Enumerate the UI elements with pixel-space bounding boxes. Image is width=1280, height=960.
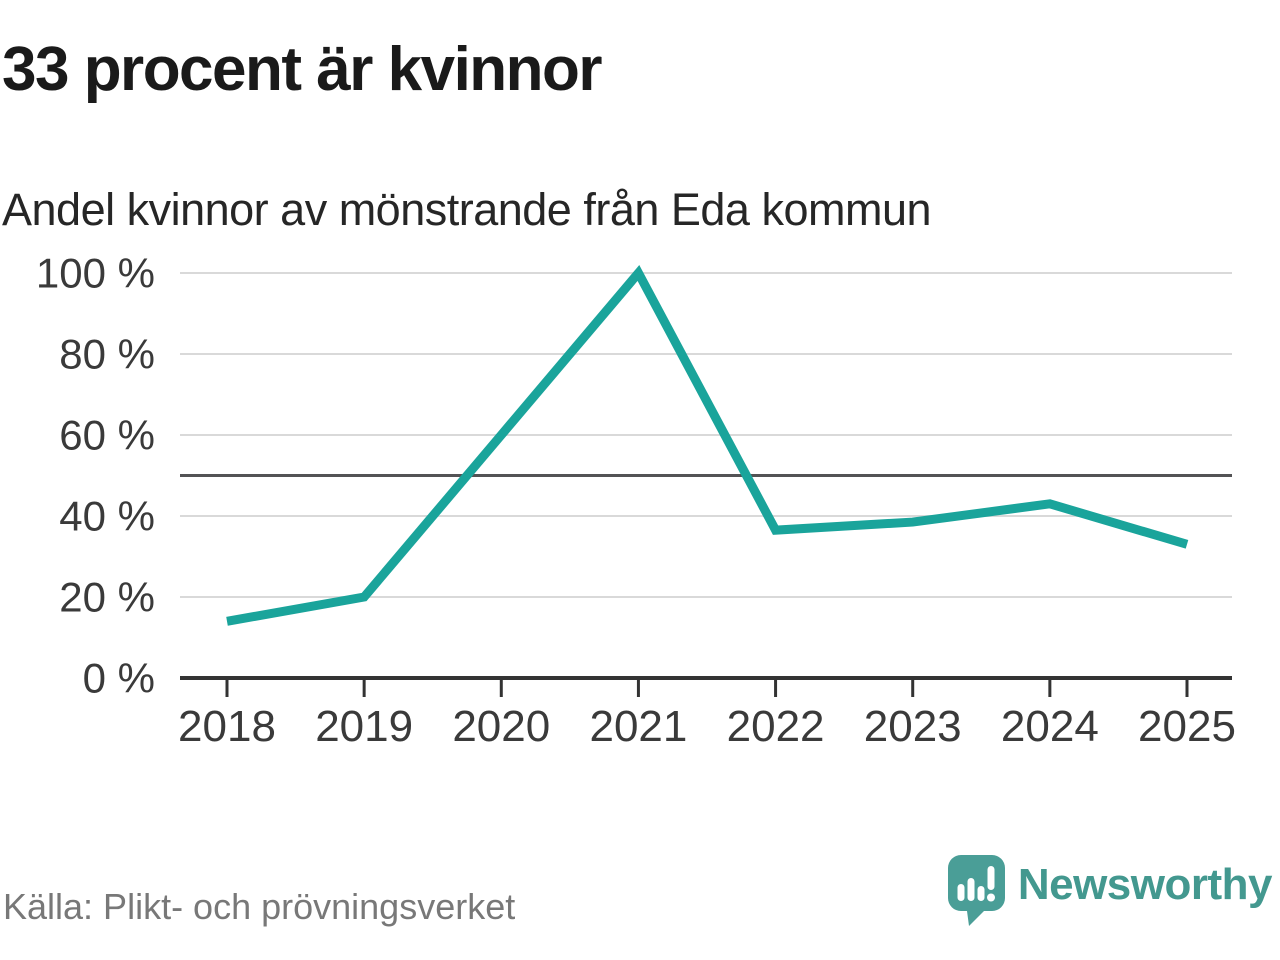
chart-subtitle: Andel kvinnor av mönstrande från Eda kom… [2,184,932,235]
data-line [226,265,1189,626]
x-tick-label: 2020 [452,702,550,751]
logo-bar-icon [977,886,985,901]
y-tick-label: 20 % [59,574,155,621]
newsworthy-logo: Newsworthy [947,855,1273,927]
chart-title: 33 procent är kvinnor [2,35,603,104]
x-tick-label: 2025 [1138,702,1236,751]
logo-bar-icon [967,878,975,901]
logo-bubble-shape [947,855,1005,926]
y-tick-label: 60 % [59,412,155,459]
x-tick-label: 2023 [864,702,962,751]
y-tick-label: 40 % [59,493,155,540]
source-note: Källa: Plikt- och prövningsverket [3,886,516,927]
logo-bar-icon [957,884,965,901]
x-tick-label: 2022 [727,702,825,751]
x-tick-label: 2018 [178,702,276,751]
y-tick-label: 0 % [83,655,155,702]
line-chart: 0 % 20 % 40 % 60 % 80 % 100 % 2018 2019 2020 2021… [36,250,1236,752]
x-tick-label: 2024 [1001,702,1099,751]
x-tick-label: 2019 [315,702,413,751]
newsworthy-logo-icon [947,855,1005,926]
newsworthy-wordmark: Newsworthy [1017,860,1273,909]
y-tick-label: 80 % [59,331,155,378]
y-tick-label: 100 % [36,250,155,297]
logo-exclamation-icon [987,866,995,890]
logo-exclamation-dot [986,893,995,902]
x-tick-label: 2021 [589,702,687,751]
